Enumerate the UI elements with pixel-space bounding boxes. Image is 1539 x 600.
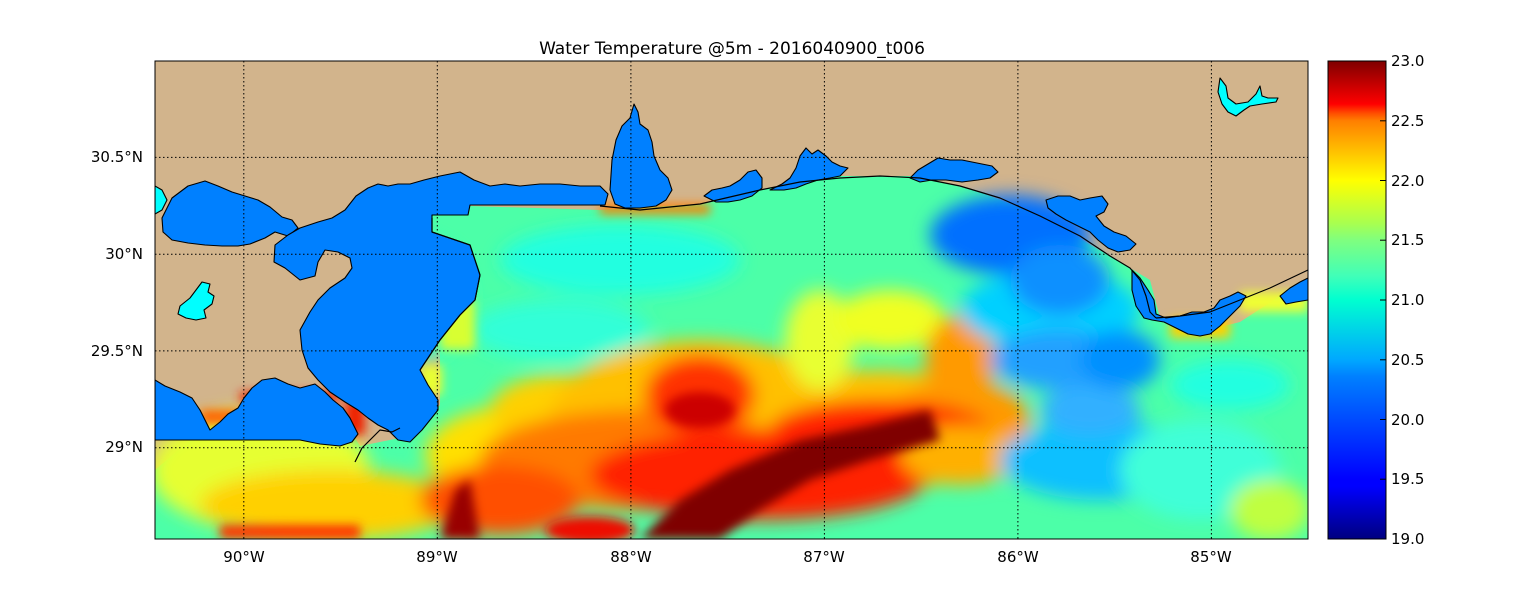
colorbar-label: 23.0 [1391,52,1424,70]
lat-label: 29.5°N [91,342,143,360]
colorbar: 19.0 19.5 20.0 20.5 21.0 21.5 22.0 22.5 … [1327,52,1424,548]
colorbar-label: 20.5 [1391,351,1424,369]
colorbar-label: 22.0 [1391,172,1424,190]
colorbar-label: 22.5 [1391,112,1424,130]
coastline [354,175,1308,463]
lat-label: 30°N [105,245,143,263]
colorbar-ticks [1380,60,1386,540]
colorbar-label: 20.0 [1391,411,1424,429]
lat-label: 30.5°N [91,148,143,166]
map-grid [155,61,1308,539]
lon-label: 86°W [997,548,1039,566]
lon-label: 89°W [416,548,458,566]
inland-water [155,103,1308,447]
map-frame [154,60,1309,540]
lakes [155,77,1279,321]
lon-label: 88°W [610,548,652,566]
map-plot-area [155,61,1308,539]
colorbar-gradient [1327,60,1387,540]
colorbar-label: 21.0 [1391,291,1424,309]
lon-label: 90°W [223,548,265,566]
map-title: Water Temperature @5m - 2016040900_t006 [539,39,925,59]
colorbar-label: 19.0 [1391,530,1424,548]
lon-label: 85°W [1190,548,1232,566]
lat-label: 29°N [105,438,143,456]
lon-label: 87°W [803,548,845,566]
longitude-labels: 90°W 89°W 88°W 87°W 86°W 85°W [223,548,1232,566]
colorbar-label: 21.5 [1391,231,1424,249]
latitude-labels: 30.5°N 30°N 29.5°N 29°N [91,148,143,456]
colorbar-label: 19.5 [1391,470,1424,488]
